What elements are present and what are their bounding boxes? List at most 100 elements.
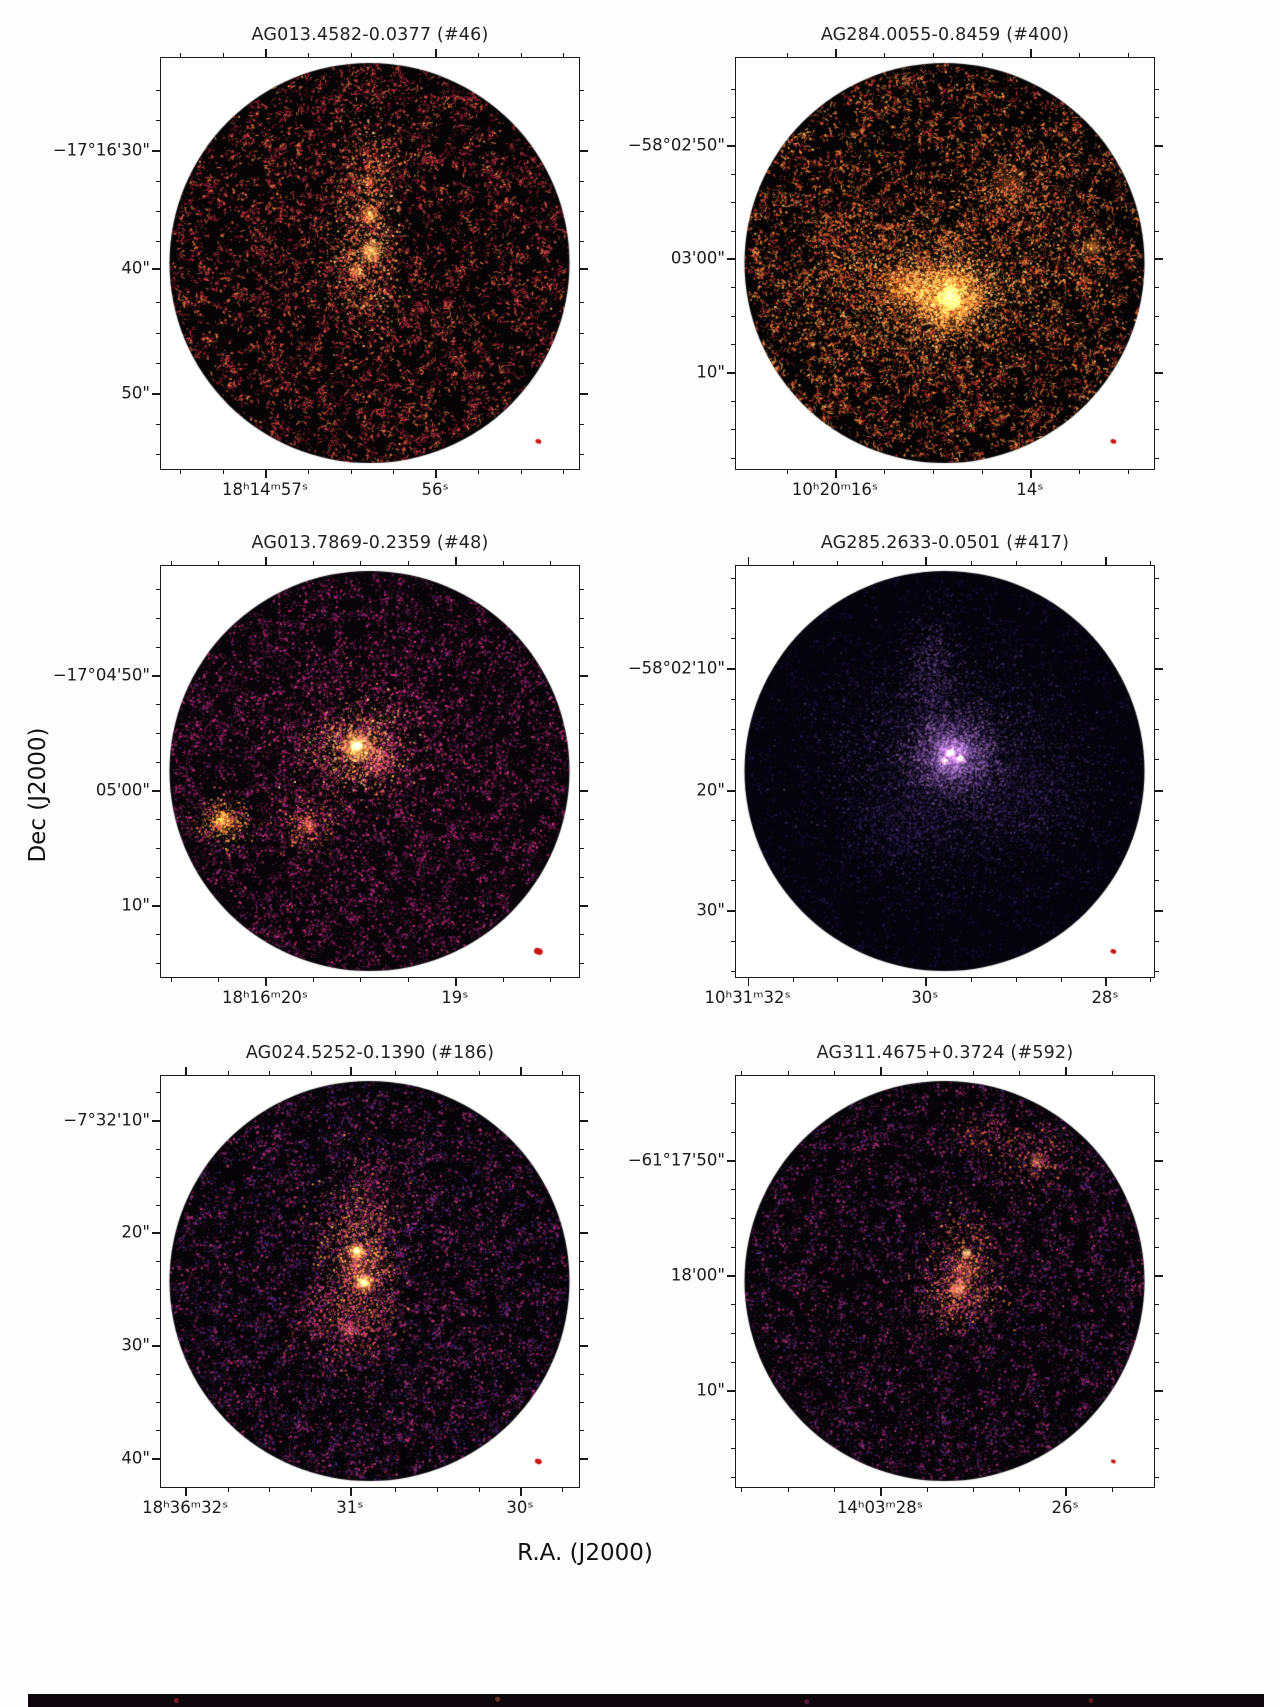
tick-mark — [1150, 561, 1152, 565]
tick-mark — [1155, 1246, 1159, 1248]
tick-mark — [152, 1458, 160, 1460]
tick-mark — [156, 211, 160, 213]
tick-mark — [580, 332, 584, 334]
tick-mark — [580, 180, 584, 182]
tick-mark — [747, 557, 750, 565]
ra-tick-label: 28ˢ — [1091, 988, 1119, 1007]
tick-mark — [731, 698, 735, 700]
tick-mark — [265, 49, 267, 57]
tick-mark — [152, 675, 160, 677]
tick-mark — [1155, 970, 1159, 972]
tick-mark — [156, 362, 160, 364]
ra-tick-label: 31ˢ — [336, 1498, 364, 1517]
tick-mark — [520, 470, 522, 474]
tick-mark — [350, 53, 352, 57]
tick-mark — [1155, 88, 1159, 90]
tick-mark — [478, 1488, 480, 1492]
tick-mark — [580, 1092, 584, 1094]
tick-mark — [580, 761, 584, 763]
ra-tick-label: 18ʰ16ᵐ20ˢ — [221, 988, 309, 1007]
tick-mark — [156, 120, 160, 122]
dec-tick-label: 03'00" — [670, 248, 725, 268]
tick-mark — [478, 53, 480, 57]
panel-title: AG311.4675+0.3724 (#592) — [816, 1043, 1074, 1063]
tick-mark — [973, 1071, 974, 1075]
tick-mark — [1155, 1218, 1159, 1220]
tick-mark — [1127, 53, 1129, 57]
tick-mark — [580, 1176, 584, 1178]
tick-mark — [731, 1361, 735, 1363]
tick-mark — [837, 978, 839, 982]
tick-mark — [265, 557, 267, 565]
tick-mark — [747, 978, 750, 986]
tick-mark — [792, 978, 794, 982]
dec-tick-label: −17°16'30" — [52, 140, 150, 160]
tick-mark — [1155, 202, 1159, 204]
tick-mark — [156, 1261, 160, 1263]
tick-mark — [580, 1148, 584, 1150]
tick-mark — [1155, 1304, 1159, 1306]
tick-mark — [837, 561, 839, 565]
tick-mark — [880, 1067, 882, 1075]
tick-mark — [520, 53, 522, 57]
tick-mark — [1155, 1361, 1159, 1363]
dec-tick-label: 30" — [696, 900, 725, 920]
tick-mark — [580, 876, 584, 878]
tick-mark — [478, 1071, 480, 1075]
ra-axis-label: R.A. (J2000) — [517, 1540, 653, 1566]
tick-mark — [580, 1402, 584, 1404]
tick-mark — [227, 1488, 229, 1492]
tick-mark — [269, 1071, 271, 1075]
tick-mark — [360, 561, 362, 565]
tick-mark — [580, 675, 588, 677]
tick-mark — [731, 880, 735, 882]
tick-mark — [156, 704, 160, 706]
tick-mark — [156, 934, 160, 936]
tick-mark — [731, 315, 735, 317]
tick-mark — [580, 211, 584, 213]
tick-mark — [350, 470, 352, 474]
tick-mark — [180, 53, 182, 57]
tick-mark — [580, 704, 584, 706]
tick-mark — [727, 1160, 735, 1162]
tick-mark — [731, 117, 735, 119]
dec-tick-label: 10" — [121, 895, 150, 915]
tick-mark — [1155, 1160, 1163, 1162]
tick-mark — [880, 1488, 882, 1496]
tick-mark — [156, 302, 160, 304]
panel-5: AG024.5252-0.1390 (#186) −7°32'10" 20" 30" 4… — [63, 1043, 588, 1517]
tick-mark — [156, 1289, 160, 1291]
tick-mark — [265, 470, 267, 478]
ra-tick-label: 10ʰ20ᵐ16ˢ — [791, 480, 878, 499]
tick-mark — [312, 561, 314, 565]
sky-image-canvas — [736, 566, 1153, 976]
tick-mark — [265, 978, 267, 986]
tick-mark — [152, 393, 160, 395]
tick-mark — [1155, 1103, 1159, 1105]
tick-mark — [1155, 1333, 1159, 1335]
tick-mark — [580, 1204, 584, 1206]
tick-mark — [1155, 790, 1163, 792]
tick-mark — [834, 1071, 836, 1075]
sky-image-canvas — [161, 1076, 578, 1486]
tick-mark — [156, 962, 160, 964]
tick-mark — [152, 150, 160, 152]
tick-mark — [227, 1071, 229, 1075]
tick-mark — [580, 453, 584, 455]
dec-tick-label: −17°04'50" — [52, 665, 150, 685]
sky-image-canvas — [736, 1076, 1153, 1486]
tick-mark — [185, 1067, 187, 1075]
tick-mark — [1155, 117, 1159, 119]
dec-tick-label: 50" — [121, 383, 150, 403]
ra-tick-label: 30ˢ — [506, 1498, 534, 1517]
tick-mark — [520, 1067, 522, 1075]
tick-mark — [580, 1430, 584, 1432]
tick-mark — [731, 457, 735, 459]
tick-mark — [580, 646, 584, 648]
tick-mark — [393, 470, 395, 474]
tick-mark — [435, 49, 437, 57]
tick-mark — [731, 1131, 735, 1133]
tick-mark — [563, 470, 565, 474]
tick-mark — [580, 1345, 588, 1347]
tick-mark — [731, 759, 735, 761]
